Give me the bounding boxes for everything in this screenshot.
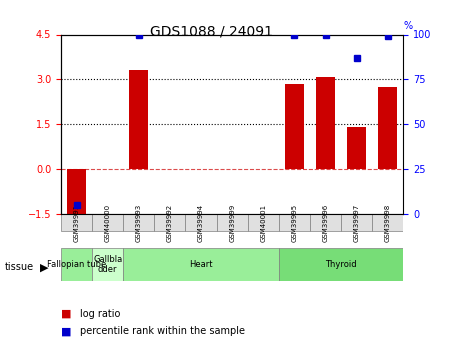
Text: GDS1088 / 24091: GDS1088 / 24091 (150, 24, 272, 38)
Bar (316, 77, 335, 169)
FancyBboxPatch shape (92, 214, 123, 231)
Text: GSM40001: GSM40001 (260, 204, 266, 241)
Text: log ratio: log ratio (80, 309, 120, 319)
Text: GSM39991: GSM39991 (74, 204, 80, 241)
FancyBboxPatch shape (279, 248, 403, 281)
Bar (348, 127, 366, 169)
Text: tissue: tissue (5, 263, 34, 272)
Text: GSM39992: GSM39992 (167, 204, 173, 241)
Text: Gallbla
dder: Gallbla dder (93, 255, 122, 275)
Text: GSM39993: GSM39993 (136, 204, 142, 241)
Bar (67, 169, 86, 215)
Text: ■: ■ (61, 326, 71, 336)
FancyBboxPatch shape (123, 248, 279, 281)
FancyBboxPatch shape (185, 214, 217, 231)
Text: %: % (403, 21, 412, 31)
Text: GSM39996: GSM39996 (323, 204, 328, 241)
FancyBboxPatch shape (279, 214, 310, 231)
Text: GSM39998: GSM39998 (385, 204, 391, 241)
Bar (378, 87, 397, 169)
Text: GSM39999: GSM39999 (229, 204, 235, 241)
FancyBboxPatch shape (310, 214, 341, 231)
FancyBboxPatch shape (248, 214, 279, 231)
Text: Fallopian tube: Fallopian tube (47, 260, 106, 269)
Text: Heart: Heart (189, 260, 213, 269)
Text: ■: ■ (61, 309, 71, 319)
FancyBboxPatch shape (217, 214, 248, 231)
FancyBboxPatch shape (154, 214, 185, 231)
Text: GSM39997: GSM39997 (354, 204, 360, 241)
Text: percentile rank within the sample: percentile rank within the sample (80, 326, 245, 336)
FancyBboxPatch shape (123, 214, 154, 231)
FancyBboxPatch shape (61, 214, 92, 231)
Bar (129, 70, 148, 169)
FancyBboxPatch shape (61, 248, 92, 281)
FancyBboxPatch shape (341, 214, 372, 231)
Text: Thyroid: Thyroid (325, 260, 357, 269)
Text: GSM39995: GSM39995 (291, 204, 297, 241)
Text: GSM40000: GSM40000 (105, 204, 111, 241)
FancyBboxPatch shape (92, 248, 123, 281)
Text: GSM39994: GSM39994 (198, 204, 204, 241)
Bar (285, 84, 304, 169)
Text: ▶: ▶ (40, 263, 48, 272)
FancyBboxPatch shape (372, 214, 403, 231)
